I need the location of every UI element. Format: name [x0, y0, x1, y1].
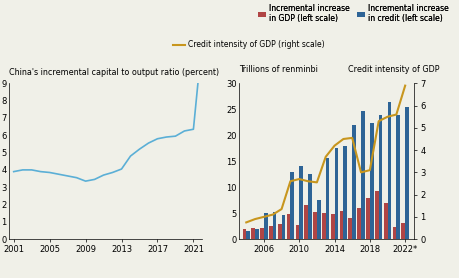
- Bar: [334, 148, 337, 239]
- Bar: [365, 198, 369, 239]
- Bar: [369, 123, 373, 239]
- Bar: [396, 115, 399, 239]
- Bar: [272, 212, 276, 239]
- Text: Credit intensity of GDP: Credit intensity of GDP: [347, 65, 438, 74]
- Bar: [260, 228, 263, 239]
- Bar: [313, 212, 316, 239]
- Legend: Credit intensity of GDP (right scale): Credit intensity of GDP (right scale): [170, 37, 327, 52]
- Bar: [360, 111, 364, 239]
- Bar: [269, 226, 272, 239]
- Bar: [304, 205, 308, 239]
- Bar: [321, 213, 325, 239]
- Bar: [263, 213, 267, 239]
- Bar: [277, 224, 281, 239]
- Bar: [352, 125, 355, 239]
- Bar: [401, 223, 404, 239]
- Bar: [246, 231, 249, 239]
- Bar: [339, 210, 342, 239]
- Legend: Incremental increase
in GDP (left scale), Incremental increase
in credit (left s: Incremental increase in GDP (left scale)…: [254, 1, 451, 27]
- Bar: [325, 158, 329, 239]
- Bar: [281, 215, 285, 239]
- Bar: [299, 167, 302, 239]
- Bar: [330, 214, 334, 239]
- Bar: [308, 174, 311, 239]
- Bar: [295, 225, 299, 239]
- Bar: [286, 214, 290, 239]
- Bar: [242, 229, 246, 239]
- Bar: [290, 172, 293, 239]
- Text: China's incremental capital to output ratio (percent): China's incremental capital to output ra…: [9, 68, 219, 77]
- Bar: [392, 227, 396, 239]
- Bar: [383, 203, 386, 239]
- Bar: [404, 107, 408, 239]
- Text: Trillions of renminbi: Trillions of renminbi: [239, 65, 317, 74]
- Bar: [374, 191, 378, 239]
- Bar: [316, 200, 320, 239]
- Bar: [251, 228, 255, 239]
- Bar: [348, 218, 352, 239]
- Bar: [386, 101, 390, 239]
- Bar: [342, 146, 347, 239]
- Bar: [255, 229, 258, 239]
- Bar: [357, 208, 360, 239]
- Bar: [378, 115, 381, 239]
